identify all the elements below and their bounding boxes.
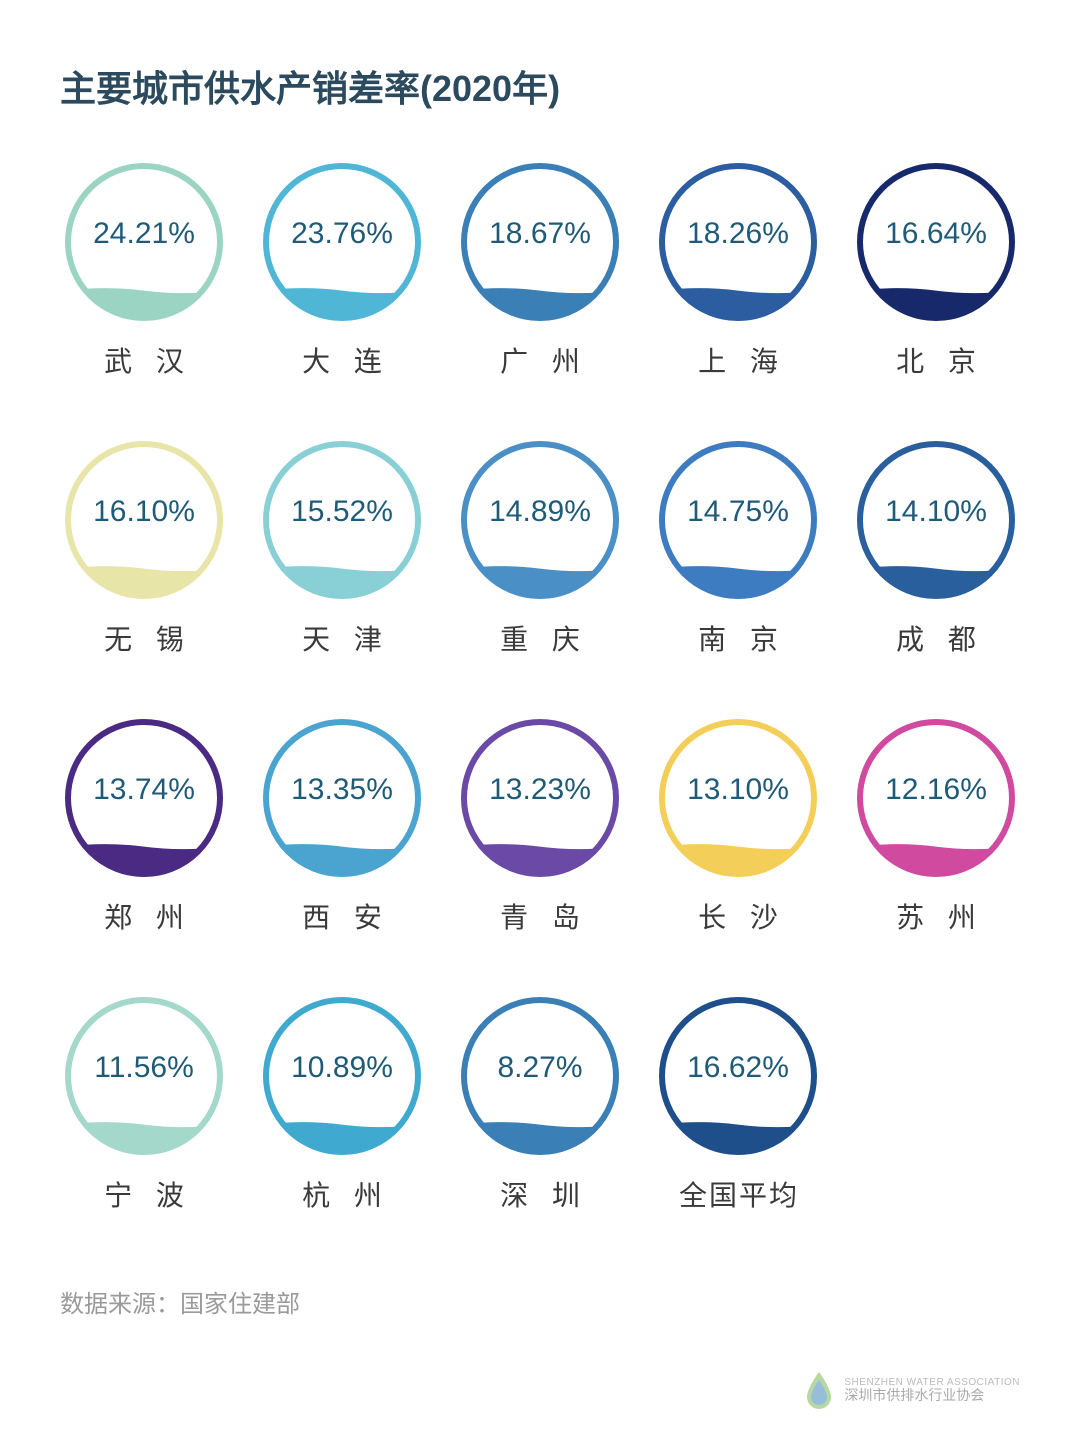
city-label: 深 圳 bbox=[492, 1174, 588, 1214]
city-label: 郑 州 bbox=[96, 896, 192, 936]
water-circle: 14.10% bbox=[856, 440, 1016, 600]
water-circle: 16.10% bbox=[64, 440, 224, 600]
water-circle: 8.27% bbox=[460, 996, 620, 1156]
city-cell: 8.27% 深 圳 bbox=[456, 996, 624, 1214]
city-percentage: 23.76% bbox=[291, 217, 393, 251]
city-label: 成 都 bbox=[888, 618, 984, 658]
data-source: 数据来源：国家住建部 bbox=[60, 1284, 1020, 1319]
water-circle: 14.89% bbox=[460, 440, 620, 600]
city-cell: 18.67% 广 州 bbox=[456, 162, 624, 380]
water-circle: 24.21% bbox=[64, 162, 224, 322]
city-percentage: 24.21% bbox=[93, 217, 195, 251]
city-percentage: 13.10% bbox=[687, 773, 789, 807]
city-cell: 15.52% 天 津 bbox=[258, 440, 426, 658]
city-label: 宁 波 bbox=[96, 1174, 192, 1214]
city-percentage: 12.16% bbox=[885, 773, 987, 807]
city-cell: 13.23% 青 岛 bbox=[456, 718, 624, 936]
city-label: 武 汉 bbox=[96, 340, 192, 380]
city-percentage: 18.67% bbox=[489, 217, 591, 251]
city-percentage: 13.74% bbox=[93, 773, 195, 807]
water-circle: 14.75% bbox=[658, 440, 818, 600]
water-circle: 13.10% bbox=[658, 718, 818, 878]
footer-text-cn: 深圳市供排水行业协会 bbox=[844, 1388, 1020, 1403]
water-circle: 13.23% bbox=[460, 718, 620, 878]
city-percentage: 10.89% bbox=[291, 1051, 393, 1085]
city-cell: 12.16% 苏 州 bbox=[852, 718, 1020, 936]
city-percentage: 13.23% bbox=[489, 773, 591, 807]
city-percentage: 16.64% bbox=[885, 217, 987, 251]
city-label: 无 锡 bbox=[96, 618, 192, 658]
water-circle: 15.52% bbox=[262, 440, 422, 600]
city-label: 长 沙 bbox=[690, 896, 786, 936]
city-percentage: 11.56% bbox=[94, 1051, 194, 1085]
city-label: 大 连 bbox=[294, 340, 390, 380]
city-label: 重 庆 bbox=[492, 618, 588, 658]
water-circle: 10.89% bbox=[262, 996, 422, 1156]
city-cell: 13.10% 长 沙 bbox=[654, 718, 822, 936]
city-percentage: 15.52% bbox=[291, 495, 393, 529]
water-circle: 18.26% bbox=[658, 162, 818, 322]
water-circle: 13.74% bbox=[64, 718, 224, 878]
city-label: 西 安 bbox=[294, 896, 390, 936]
city-label: 北 京 bbox=[888, 340, 984, 380]
city-percentage: 16.62% bbox=[687, 1051, 789, 1085]
footer-logo: SHENZHEN WATER ASSOCIATION 深圳市供排水行业协会 bbox=[804, 1370, 1020, 1410]
city-cell: 16.62% 全国平均 bbox=[654, 996, 822, 1214]
city-label: 天 津 bbox=[294, 618, 390, 658]
city-label: 青 岛 bbox=[492, 896, 588, 936]
city-cell: 23.76% 大 连 bbox=[258, 162, 426, 380]
city-percentage: 13.35% bbox=[291, 773, 393, 807]
city-cell: 14.75% 南 京 bbox=[654, 440, 822, 658]
city-label: 杭 州 bbox=[294, 1174, 390, 1214]
city-cell: 24.21% 武 汉 bbox=[60, 162, 228, 380]
city-cell: 13.74% 郑 州 bbox=[60, 718, 228, 936]
water-circle: 12.16% bbox=[856, 718, 1016, 878]
city-cell: 11.56% 宁 波 bbox=[60, 996, 228, 1214]
water-circle: 23.76% bbox=[262, 162, 422, 322]
city-label: 广 州 bbox=[492, 340, 588, 380]
city-percentage: 14.10% bbox=[885, 495, 987, 529]
city-cell: 10.89% 杭 州 bbox=[258, 996, 426, 1214]
city-cell: 13.35% 西 安 bbox=[258, 718, 426, 936]
city-percentage: 18.26% bbox=[687, 217, 789, 251]
city-label: 苏 州 bbox=[888, 896, 984, 936]
city-cell: 14.10% 成 都 bbox=[852, 440, 1020, 658]
water-circle: 16.64% bbox=[856, 162, 1016, 322]
chart-title: 主要城市供水产销差率(2020年) bbox=[60, 60, 1020, 112]
city-percentage: 14.75% bbox=[687, 495, 789, 529]
city-label: 南 京 bbox=[690, 618, 786, 658]
city-percentage: 14.89% bbox=[489, 495, 591, 529]
city-cell: 16.10% 无 锡 bbox=[60, 440, 228, 658]
water-circle: 18.67% bbox=[460, 162, 620, 322]
city-cell: 16.64% 北 京 bbox=[852, 162, 1020, 380]
water-drop-icon bbox=[804, 1370, 834, 1410]
city-label: 上 海 bbox=[690, 340, 786, 380]
city-cell: 18.26% 上 海 bbox=[654, 162, 822, 380]
water-circle: 16.62% bbox=[658, 996, 818, 1156]
city-cell: 14.89% 重 庆 bbox=[456, 440, 624, 658]
water-circle: 11.56% bbox=[64, 996, 224, 1156]
city-grid: 24.21%武 汉 23.76%大 连 18.67%广 州 18.26%上 海 … bbox=[60, 162, 1020, 1214]
water-circle: 13.35% bbox=[262, 718, 422, 878]
city-label: 全国平均 bbox=[677, 1174, 799, 1214]
city-percentage: 16.10% bbox=[93, 495, 195, 529]
city-percentage: 8.27% bbox=[497, 1051, 582, 1085]
